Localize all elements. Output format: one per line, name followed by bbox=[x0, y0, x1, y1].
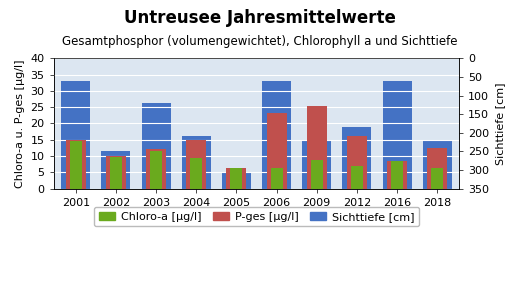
Y-axis label: Sichttiefe [cm]: Sichttiefe [cm] bbox=[495, 82, 505, 165]
Bar bbox=[101, 151, 131, 189]
Bar bbox=[431, 168, 443, 189]
Bar bbox=[70, 141, 82, 189]
Bar bbox=[150, 150, 162, 189]
Bar bbox=[267, 113, 287, 189]
Bar bbox=[222, 172, 251, 189]
Bar bbox=[226, 168, 246, 189]
Bar bbox=[190, 158, 202, 189]
Bar bbox=[230, 168, 242, 189]
Bar bbox=[351, 166, 363, 189]
Bar bbox=[110, 157, 122, 189]
Bar bbox=[391, 161, 403, 189]
Bar bbox=[307, 105, 327, 189]
Bar bbox=[106, 156, 126, 189]
Text: Untreusee Jahresmittelwerte: Untreusee Jahresmittelwerte bbox=[124, 9, 396, 27]
Bar bbox=[387, 161, 407, 189]
Bar bbox=[66, 140, 86, 189]
Bar bbox=[423, 140, 452, 189]
Bar bbox=[186, 140, 206, 189]
Bar bbox=[311, 160, 323, 189]
Bar bbox=[146, 149, 166, 189]
Bar bbox=[61, 81, 90, 189]
Bar bbox=[182, 137, 211, 189]
Bar bbox=[302, 140, 331, 189]
Bar bbox=[427, 148, 447, 189]
Legend: Chloro-a [µg/l], P-ges [µg/l], Sichttiefe [cm]: Chloro-a [µg/l], P-ges [µg/l], Sichttief… bbox=[94, 207, 419, 226]
Bar bbox=[270, 169, 282, 189]
Bar bbox=[141, 103, 171, 189]
Bar bbox=[343, 127, 371, 189]
Y-axis label: Chloro-a u. P-ges [µg/l]: Chloro-a u. P-ges [µg/l] bbox=[15, 59, 25, 188]
Text: Gesamtphosphor (volumengewichtet), Chlorophyll a und Sichttiefe: Gesamtphosphor (volumengewichtet), Chlor… bbox=[62, 35, 458, 48]
Bar bbox=[347, 137, 367, 189]
Bar bbox=[262, 81, 291, 189]
Bar bbox=[383, 81, 411, 189]
